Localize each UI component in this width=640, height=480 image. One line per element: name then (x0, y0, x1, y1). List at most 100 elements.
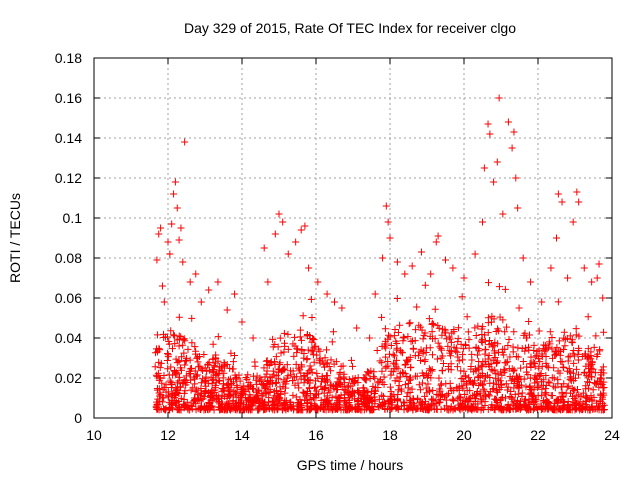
data-point (182, 372, 190, 380)
data-point (218, 384, 226, 392)
data-point (498, 371, 506, 379)
data-point (504, 358, 512, 366)
data-point (391, 360, 399, 368)
data-point (408, 404, 416, 412)
data-point (260, 390, 268, 398)
data-point-peak (554, 190, 562, 198)
data-point (165, 371, 173, 379)
data-point (290, 352, 298, 360)
data-point (453, 348, 461, 356)
data-point (497, 381, 505, 389)
data-point (378, 342, 386, 350)
data-point (568, 338, 576, 346)
data-point (400, 401, 408, 409)
data-point (570, 359, 578, 367)
data-point (304, 346, 312, 354)
data-point (400, 398, 408, 406)
data-point (511, 390, 519, 398)
data-point (399, 333, 407, 341)
data-point (561, 342, 569, 350)
data-point (519, 357, 527, 365)
data-point (548, 374, 556, 382)
data-point (381, 325, 389, 333)
data-point (552, 348, 560, 356)
data-point (572, 325, 580, 333)
data-point (404, 389, 412, 397)
data-point (478, 363, 486, 371)
data-point (297, 361, 305, 369)
data-point (362, 376, 370, 384)
data-point-peak (573, 188, 581, 196)
data-point-peak (171, 178, 179, 186)
data-point (494, 381, 502, 389)
data-point (365, 405, 373, 413)
data-point (251, 362, 259, 370)
data-point (313, 387, 321, 395)
data-point (525, 318, 533, 326)
data-point (459, 397, 467, 405)
data-point (542, 371, 550, 379)
data-point (307, 295, 315, 303)
data-point-peak (408, 262, 416, 270)
data-point (568, 339, 576, 347)
data-point (162, 381, 170, 389)
data-point (213, 370, 221, 378)
data-point (408, 385, 416, 393)
data-point (407, 374, 415, 382)
data-point (491, 406, 499, 414)
data-point (347, 390, 355, 398)
data-point (295, 384, 303, 392)
data-point (318, 378, 326, 386)
data-point-peak (331, 298, 338, 306)
data-point (517, 398, 525, 406)
data-point-peak (527, 278, 535, 286)
data-point (384, 358, 392, 366)
data-point-peak (271, 230, 279, 238)
data-point (597, 375, 605, 383)
data-point (421, 281, 429, 289)
data-point (157, 391, 165, 399)
data-point-peak (558, 198, 566, 206)
data-point (591, 405, 599, 413)
data-point (396, 370, 404, 378)
data-point (455, 357, 463, 365)
data-point (450, 405, 458, 413)
data-point (597, 368, 605, 376)
data-point (303, 406, 311, 414)
data-point (205, 358, 213, 366)
data-point-peak (301, 222, 309, 230)
data-point (351, 374, 359, 382)
data-point-peak (508, 144, 516, 152)
data-point (484, 391, 492, 399)
data-point (509, 348, 517, 356)
data-point (155, 346, 163, 354)
data-point (499, 316, 507, 324)
data-point (296, 395, 304, 403)
data-point (447, 338, 455, 346)
data-point (229, 365, 237, 373)
data-point-peak (564, 274, 572, 282)
data-point (341, 386, 349, 394)
data-point (573, 385, 581, 393)
data-point (576, 398, 584, 406)
data-point-peak (401, 270, 409, 278)
data-point (215, 376, 223, 384)
data-point (190, 398, 198, 406)
data-point (326, 400, 334, 408)
data-point (444, 342, 452, 350)
data-point (413, 303, 421, 311)
data-point (264, 398, 272, 406)
data-point (390, 352, 398, 360)
data-point (297, 336, 305, 344)
plot-frame (93, 57, 613, 419)
data-point (530, 346, 538, 354)
data-point-peak (179, 258, 187, 266)
data-point (565, 367, 573, 375)
data-point (388, 399, 396, 407)
data-point (269, 367, 277, 375)
data-point (304, 369, 312, 377)
data-point (359, 391, 367, 399)
x-axis-label: GPS time / hours (297, 457, 404, 473)
y-tick-label: 0.08 (55, 250, 82, 266)
data-point (375, 403, 383, 411)
